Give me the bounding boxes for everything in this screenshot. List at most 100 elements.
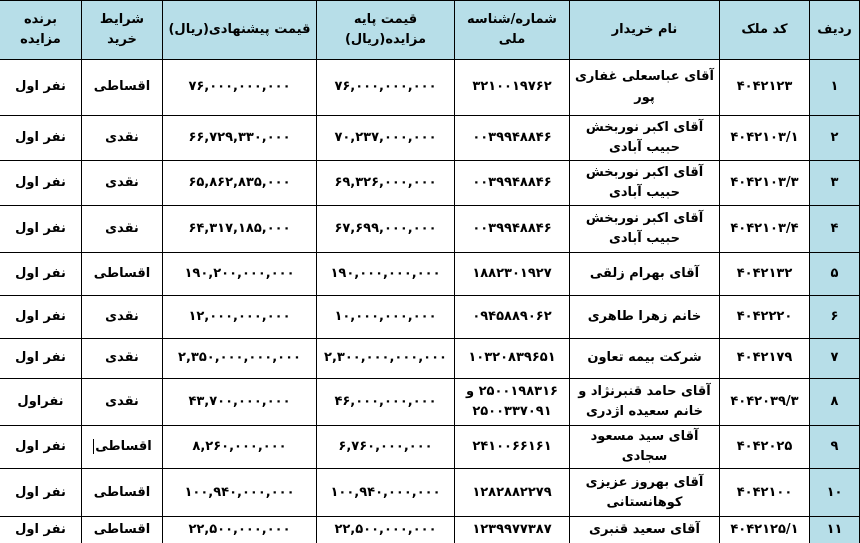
- cell-property-code[interactable]: ۴۰۴۲۱۰۳/۴: [719, 205, 810, 253]
- cell-bid-price[interactable]: ۴۳,۷۰۰,۰۰۰,۰۰۰: [162, 378, 317, 426]
- cell-buyer-name[interactable]: آقای بهروز عزیزی کوهانستانی: [569, 468, 720, 518]
- cell-property-code[interactable]: ۴۰۴۲۰۲۵: [719, 424, 810, 470]
- cell-winner[interactable]: نفر اول: [0, 115, 82, 161]
- cell-row-no[interactable]: ۷: [809, 338, 860, 379]
- cell-national-id[interactable]: ۱۰۳۲۰۸۳۹۶۵۱: [454, 338, 570, 379]
- cell-national-id[interactable]: ۰۹۴۵۸۸۹۰۶۲: [454, 295, 570, 339]
- cell-purchase-terms[interactable]: اقساطی: [81, 424, 163, 470]
- cell-winner[interactable]: نفراول: [0, 378, 82, 426]
- cell-winner[interactable]: نفر اول: [0, 160, 82, 206]
- column-header-property-code[interactable]: کد ملک: [719, 0, 810, 60]
- cell-row-no[interactable]: ۲: [809, 115, 860, 161]
- cell-national-id[interactable]: ۱۸۸۲۳۰۱۹۲۷: [454, 252, 570, 296]
- cell-winner[interactable]: نفر اول: [0, 59, 82, 116]
- column-header-bid-price[interactable]: قیمت پیشنهادی(ریال): [162, 0, 317, 60]
- cell-base-price[interactable]: ۶,۷۶۰,۰۰۰,۰۰۰: [316, 424, 455, 470]
- cell-text: ۷۶,۰۰۰,۰۰۰,۰۰۰: [188, 79, 291, 95]
- cell-property-code[interactable]: ۴۰۴۲۱۰۳/۱: [719, 115, 810, 161]
- cell-row-no[interactable]: ۵: [809, 252, 860, 296]
- cell-text: شرکت بیمه تعاون: [587, 350, 702, 366]
- cell-purchase-terms[interactable]: نقدی: [81, 205, 163, 253]
- column-header-buyer-name[interactable]: نام خریدار: [569, 0, 720, 60]
- cell-bid-price[interactable]: ۲,۳۵۰,۰۰۰,۰۰۰,۰۰۰: [162, 338, 317, 379]
- cell-property-code[interactable]: ۴۰۴۲۰۳۹/۳: [719, 378, 810, 426]
- cell-bid-price[interactable]: ۷۶,۰۰۰,۰۰۰,۰۰۰: [162, 59, 317, 116]
- cell-base-price[interactable]: ۷۶,۰۰۰,۰۰۰,۰۰۰: [316, 59, 455, 116]
- cell-bid-price[interactable]: ۱۲,۰۰۰,۰۰۰,۰۰۰: [162, 295, 317, 339]
- cell-buyer-name[interactable]: شرکت بیمه تعاون: [569, 338, 720, 379]
- cell-winner[interactable]: نفر اول: [0, 516, 82, 543]
- cell-national-id[interactable]: ۲۵۰۰۱۹۸۳۱۶ و ۲۵۰۰۳۳۷۰۹۱: [454, 378, 570, 426]
- cell-bid-price[interactable]: ۸,۲۶۰,۰۰۰,۰۰۰: [162, 424, 317, 470]
- cell-base-price[interactable]: ۶۷,۶۹۹,۰۰۰,۰۰۰: [316, 205, 455, 253]
- cell-buyer-name[interactable]: آقای عباسعلی غفاری پور: [569, 59, 720, 116]
- cell-base-price[interactable]: ۲,۳۰۰,۰۰۰,۰۰۰,۰۰۰: [316, 338, 455, 379]
- cell-row-no[interactable]: ۴: [809, 205, 860, 253]
- cell-winner[interactable]: نفر اول: [0, 468, 82, 518]
- cell-property-code[interactable]: ۴۰۴۲۱۰۳/۳: [719, 160, 810, 206]
- cell-buyer-name[interactable]: آقای بهرام زلقی: [569, 252, 720, 296]
- cell-national-id[interactable]: ۰۰۳۹۹۴۸۸۴۶: [454, 115, 570, 161]
- cell-bid-price[interactable]: ۱۹۰,۲۰۰,۰۰۰,۰۰۰: [162, 252, 317, 296]
- cell-property-code[interactable]: ۴۰۴۲۱۷۹: [719, 338, 810, 379]
- cell-text: ۱۸۸۲۳۰۱۹۲۷: [472, 265, 552, 281]
- cell-property-code[interactable]: ۴۰۴۲۲۲۰: [719, 295, 810, 339]
- cell-base-price[interactable]: ۱۰,۰۰۰,۰۰۰,۰۰۰: [316, 295, 455, 339]
- column-header-purchase-terms[interactable]: شرایط خرید: [81, 0, 163, 60]
- cell-purchase-terms[interactable]: اقساطی: [81, 516, 163, 543]
- cell-buyer-name[interactable]: آقای سعید قنبری: [569, 516, 720, 543]
- cell-base-price[interactable]: ۱۹۰,۰۰۰,۰۰۰,۰۰۰: [316, 252, 455, 296]
- cell-base-price[interactable]: ۱۰۰,۹۴۰,۰۰۰,۰۰۰: [316, 468, 455, 518]
- cell-property-code[interactable]: ۴۰۴۲۱۰۰: [719, 468, 810, 518]
- cell-buyer-name[interactable]: آقای حامد قنبرنژاد و خانم سعیده اژدری: [569, 378, 720, 426]
- cell-national-id[interactable]: ۳۲۱۰۰۱۹۷۶۲: [454, 59, 570, 116]
- cell-buyer-name[interactable]: خانم زهرا طاهری: [569, 295, 720, 339]
- cell-national-id[interactable]: ۰۰۳۹۹۴۸۸۴۶: [454, 205, 570, 253]
- cell-purchase-terms[interactable]: نقدی: [81, 295, 163, 339]
- cell-base-price[interactable]: ۶۹,۳۲۶,۰۰۰,۰۰۰: [316, 160, 455, 206]
- cell-purchase-terms[interactable]: اقساطی: [81, 252, 163, 296]
- column-header-national-id[interactable]: شماره/شناسه ملی: [454, 0, 570, 60]
- cell-purchase-terms[interactable]: نقدی: [81, 338, 163, 379]
- cell-purchase-terms[interactable]: نقدی: [81, 160, 163, 206]
- cell-buyer-name[interactable]: آقای اکبر نوربخش حبیب آبادی: [569, 160, 720, 206]
- cell-base-price[interactable]: ۷۰,۲۳۷,۰۰۰,۰۰۰: [316, 115, 455, 161]
- cell-row-no[interactable]: ۶: [809, 295, 860, 339]
- cell-row-no[interactable]: ۳: [809, 160, 860, 206]
- column-header-base-price[interactable]: قیمت پایه مزایده(ریال): [316, 0, 455, 60]
- cell-winner[interactable]: نفر اول: [0, 338, 82, 379]
- cell-row-no[interactable]: ۱: [809, 59, 860, 116]
- cell-bid-price[interactable]: ۶۵,۸۶۲,۸۳۵,۰۰۰: [162, 160, 317, 206]
- cell-national-id[interactable]: ۱۲۳۹۹۷۷۳۸۷: [454, 516, 570, 543]
- cell-bid-price[interactable]: ۱۰۰,۹۴۰,۰۰۰,۰۰۰: [162, 468, 317, 518]
- cell-national-id[interactable]: ۱۲۸۲۸۸۲۲۷۹: [454, 468, 570, 518]
- column-header-auction-winner[interactable]: برنده مزایده: [0, 0, 82, 60]
- cell-row-no[interactable]: ۹: [809, 424, 860, 470]
- cell-national-id[interactable]: ۲۴۱۰۰۶۶۱۶۱: [454, 424, 570, 470]
- cell-winner[interactable]: نفر اول: [0, 424, 82, 470]
- cell-buyer-name[interactable]: آقای سید مسعود سجادی: [569, 424, 720, 470]
- cell-buyer-name[interactable]: آقای اکبر نوربخش حبیب آبادی: [569, 115, 720, 161]
- cell-row-no[interactable]: ۱۱: [809, 516, 860, 543]
- cell-purchase-terms[interactable]: اقساطی: [81, 468, 163, 518]
- cell-property-code[interactable]: ۴۰۴۲۱۳۲: [719, 252, 810, 296]
- cell-base-price[interactable]: ۴۶,۰۰۰,۰۰۰,۰۰۰: [316, 378, 455, 426]
- cell-purchase-terms[interactable]: اقساطی: [81, 59, 163, 116]
- cell-winner[interactable]: نفر اول: [0, 295, 82, 339]
- cell-buyer-name[interactable]: آقای اکبر نوربخش حبیب آبادی: [569, 205, 720, 253]
- cell-row-no[interactable]: ۸: [809, 378, 860, 426]
- cell-bid-price[interactable]: ۶۶,۷۲۹,۳۳۰,۰۰۰: [162, 115, 317, 161]
- cell-property-code[interactable]: ۴۰۴۲۱۲۵/۱: [719, 516, 810, 543]
- cell-base-price[interactable]: ۲۲,۵۰۰,۰۰۰,۰۰۰: [316, 516, 455, 543]
- cell-bid-price[interactable]: ۲۲,۵۰۰,۰۰۰,۰۰۰: [162, 516, 317, 543]
- cell-winner[interactable]: نفر اول: [0, 205, 82, 253]
- cell-property-code[interactable]: ۴۰۴۲۱۲۳: [719, 59, 810, 116]
- cell-national-id[interactable]: ۰۰۳۹۹۴۸۸۴۶: [454, 160, 570, 206]
- cell-winner[interactable]: نفر اول: [0, 252, 82, 296]
- column-header-row-number[interactable]: ردیف: [809, 0, 860, 60]
- cell-text: ۱۱: [826, 522, 843, 538]
- cell-row-no[interactable]: ۱۰: [809, 468, 860, 518]
- cell-bid-price[interactable]: ۶۴,۳۱۷,۱۸۵,۰۰۰: [162, 205, 317, 253]
- cell-purchase-terms[interactable]: نقدی: [81, 115, 163, 161]
- cell-purchase-terms[interactable]: نقدی: [81, 378, 163, 426]
